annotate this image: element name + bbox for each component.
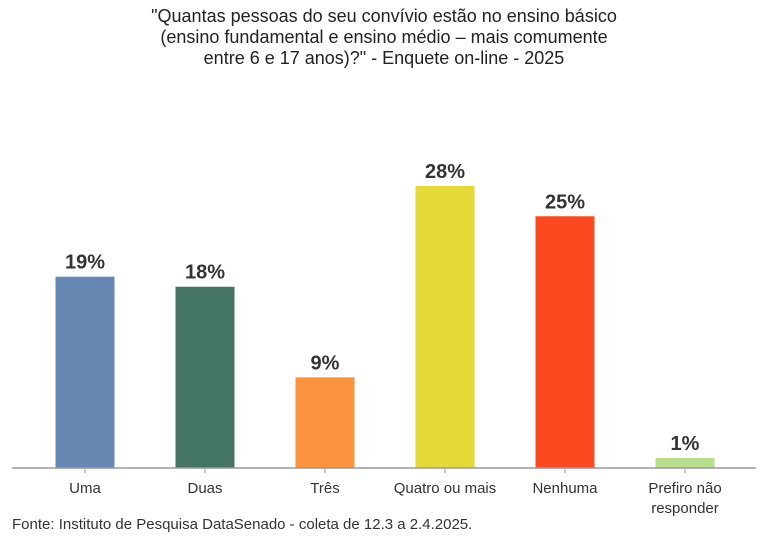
data-label: 28%	[425, 161, 465, 183]
source-note: Fonte: Instituto de Pesquisa DataSenado …	[12, 516, 473, 533]
chart-title: "Quantas pessoas do seu convívio estão n…	[0, 6, 768, 69]
bar	[655, 457, 715, 468]
chart-title-line: "Quantas pessoas do seu convívio estão n…	[151, 6, 617, 26]
x-tick-label: Três	[310, 480, 339, 497]
data-label: 19%	[65, 252, 105, 274]
data-label: 18%	[185, 262, 225, 284]
bar	[55, 276, 115, 468]
x-tick-label: Prefiro não	[648, 480, 721, 497]
chart-title-line: (ensino fundamental e ensino médio – mai…	[160, 27, 608, 47]
data-label: 25%	[545, 191, 585, 213]
data-label: 9%	[311, 352, 340, 374]
x-tick-label: responder	[651, 500, 719, 517]
x-tick-label: Uma	[69, 480, 101, 497]
bar	[295, 377, 355, 468]
bar	[415, 186, 475, 469]
bar	[175, 286, 235, 468]
x-tick-label: Duas	[187, 480, 222, 497]
data-label: 1%	[671, 433, 700, 455]
x-tick-label: Nenhuma	[532, 480, 598, 497]
bar	[535, 216, 595, 468]
x-tick-label: Quatro ou mais	[394, 480, 497, 497]
chart-title-line: entre 6 e 17 anos)?" - Enquete on-line -…	[203, 48, 565, 68]
